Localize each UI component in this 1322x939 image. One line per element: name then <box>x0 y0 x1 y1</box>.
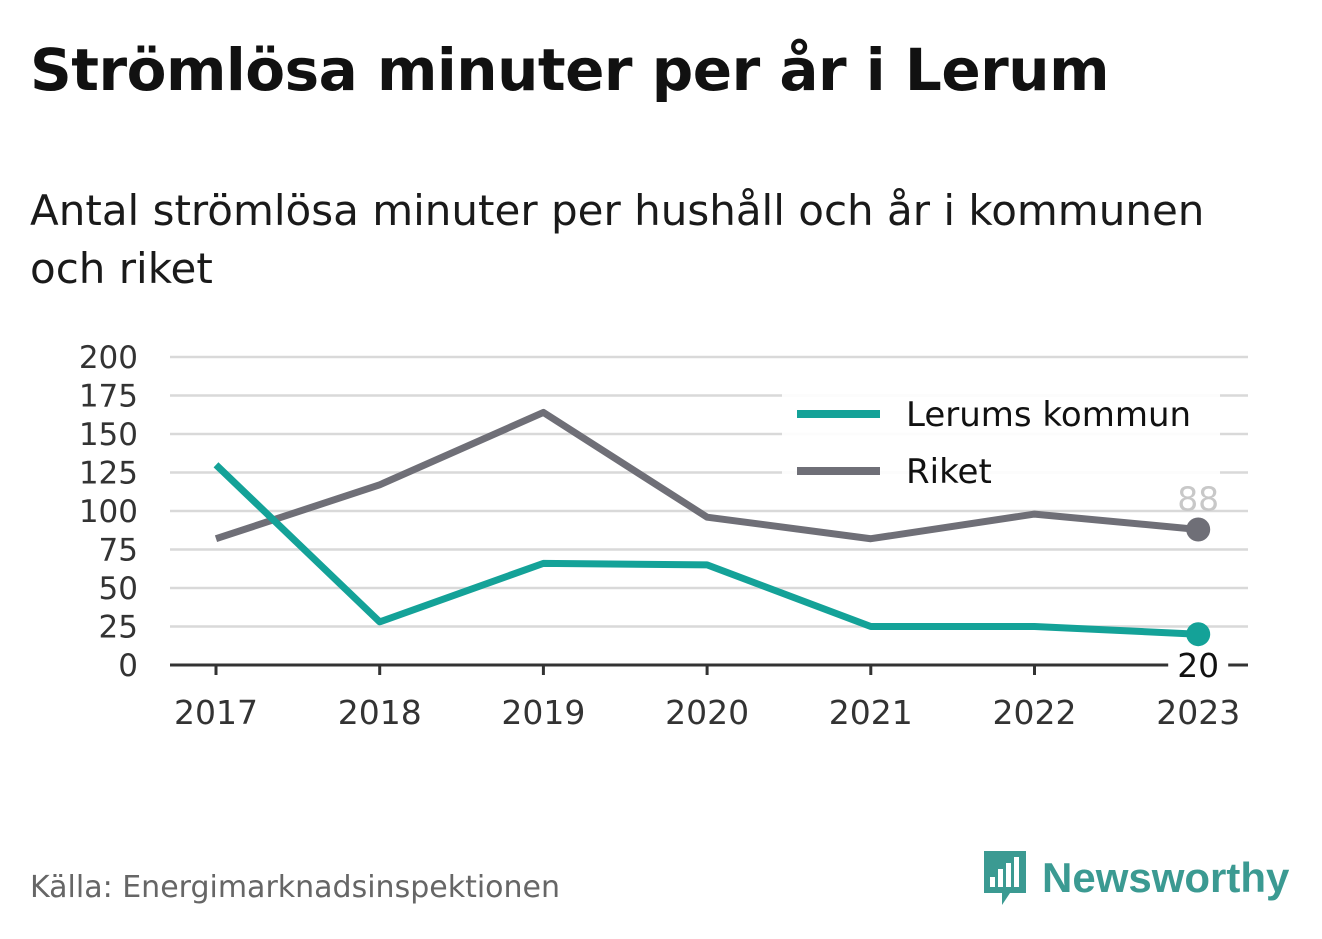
x-tick-label: 2018 <box>338 693 422 732</box>
y-tick-label: 50 <box>99 571 138 607</box>
end-label-lerums-kommun: 20 <box>1177 646 1219 685</box>
bar-chart-bubble-icon <box>980 847 1030 909</box>
y-tick-label: 200 <box>79 340 138 376</box>
end-point-riket <box>1186 517 1211 542</box>
x-tick-label: 2022 <box>993 693 1077 732</box>
x-tick-label: 2020 <box>665 693 749 732</box>
y-tick-label: 75 <box>99 533 138 569</box>
end-label-riket: 88 <box>1177 479 1219 518</box>
series-line-lerums-kommun <box>213 462 1199 638</box>
x-tick-label: 2023 <box>1156 693 1240 732</box>
x-tick-label: 2019 <box>501 693 585 732</box>
end-label-background <box>1168 648 1229 683</box>
source-note: Källa: Energimarknadsinspektionen <box>30 870 561 905</box>
y-tick-label: 100 <box>79 494 138 530</box>
series-lines <box>213 408 1211 647</box>
brand-logo: Newsworthy <box>980 846 1289 910</box>
legend-background <box>782 384 1220 502</box>
brand-name: Newsworthy <box>1042 854 1290 901</box>
y-tick-label: 25 <box>99 610 138 646</box>
x-tick-label: 2021 <box>829 693 913 732</box>
legend: Lerums kommun Riket <box>782 384 1220 502</box>
end-point-lerums-kommun <box>1186 622 1211 647</box>
chart-subtitle: Antal strömlösa minuter per hushåll och … <box>30 186 1205 293</box>
legend-label: Lerums kommun <box>906 395 1191 435</box>
y-tick-label: 150 <box>79 417 138 453</box>
series-line-riket <box>214 408 1199 543</box>
chart-title: Strömlösa minuter per år i Lerum <box>30 36 1110 104</box>
x-axis: 2017 2018 2019 2020 2021 2022 2023 <box>170 663 1248 732</box>
x-tick-label: 2017 <box>174 693 258 732</box>
legend-label: Riket <box>906 452 992 492</box>
y-tick-label: 175 <box>79 379 138 415</box>
y-tick-label: 0 <box>118 648 138 684</box>
end-labels: 88 20 <box>1168 479 1229 685</box>
y-tick-label: 125 <box>79 456 138 492</box>
